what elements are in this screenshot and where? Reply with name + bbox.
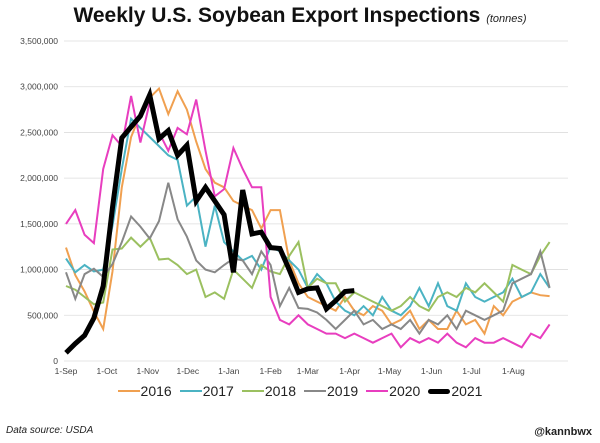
series-line-2018	[65, 235, 551, 312]
x-tick-label: 1-Apr	[339, 366, 360, 376]
legend-label: 2016	[140, 383, 172, 399]
legend-item-2020: 2020	[366, 383, 420, 399]
legend-swatch	[428, 388, 451, 394]
legend-swatch	[366, 389, 389, 393]
author-handle: @kannbwx	[534, 426, 592, 438]
legend-item-2021: 2021	[428, 383, 482, 399]
series-line-2021	[64, 86, 355, 355]
chart-title: Weekly U.S. Soybean Export Inspections (…	[0, 4, 600, 28]
x-tick-label: 1-Oct	[97, 366, 118, 376]
x-tick-label: 1-Nov	[136, 366, 159, 376]
x-tick-label: 1-Sep	[55, 366, 78, 376]
legend-label: 2019	[327, 383, 359, 399]
x-tick-label: 1-Feb	[259, 366, 281, 376]
series-lines	[64, 86, 551, 355]
y-tick-label: 2,500,000	[20, 127, 58, 137]
y-tick-label: 1,500,000	[20, 219, 58, 229]
legend-item-2017: 2017	[179, 383, 234, 399]
y-axis-ticks: 0 500,000 1,000,000 1,500,000 2,000,000 2,500…	[20, 36, 58, 366]
chart-title-unit: (tonnes)	[486, 13, 527, 25]
legend-swatch	[241, 389, 264, 393]
series-line-2020	[65, 95, 551, 349]
y-tick-label: 2,000,000	[20, 173, 58, 183]
data-source: Data source: USDA	[6, 425, 94, 436]
legend-swatch	[179, 389, 202, 393]
gridlines	[64, 40, 568, 362]
legend-label: 2020	[389, 383, 421, 399]
chart-legend: 2016 2017 2018 2019 2020 2021	[0, 383, 600, 399]
legend-item-2016: 2016	[117, 383, 172, 399]
x-tick-label: 1-Jun	[421, 366, 443, 376]
y-tick-label: 0	[53, 356, 58, 366]
legend-item-2018: 2018	[241, 383, 296, 399]
y-tick-label: 3,500,000	[20, 36, 58, 46]
legend-label: 2021	[451, 383, 483, 399]
y-tick-label: 500,000	[27, 310, 58, 320]
series-line-2019	[65, 182, 551, 336]
x-tick-label: 1-May	[378, 366, 402, 376]
legend-item-2019: 2019	[304, 383, 358, 399]
x-tick-label: 1-Dec	[176, 366, 199, 376]
y-tick-label: 1,000,000	[20, 265, 58, 275]
x-axis-ticks: 1-Sep 1-Oct 1-Nov 1-Dec 1-Jan 1-Feb 1-Mar 1-Apr…	[55, 366, 525, 376]
legend-label: 2017	[202, 383, 234, 399]
chart-title-text: Weekly U.S. Soybean Export Inspections	[73, 4, 481, 27]
y-tick-label: 3,000,000	[20, 82, 58, 92]
legend-label: 2018	[264, 383, 296, 399]
x-tick-label: 1-Jan	[218, 366, 240, 376]
legend-swatch	[304, 389, 326, 393]
x-tick-label: 1-Mar	[297, 366, 319, 376]
x-tick-label: 1-Jul	[462, 366, 481, 376]
legend-swatch	[117, 389, 140, 393]
x-tick-label: 1-Aug	[502, 366, 525, 376]
